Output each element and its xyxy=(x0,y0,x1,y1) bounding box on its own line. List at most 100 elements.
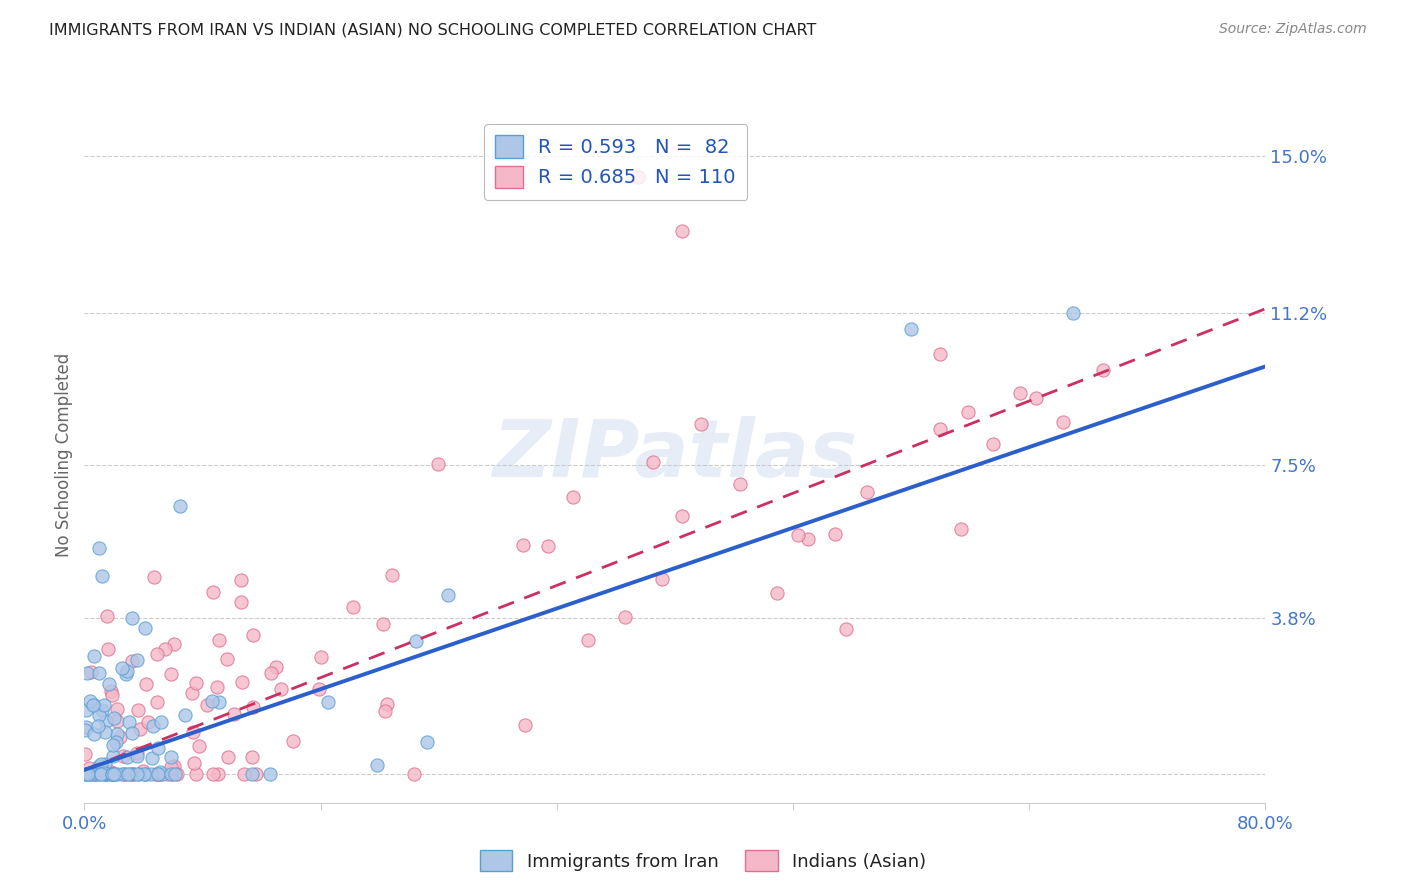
Point xyxy=(145,767,167,781)
Point xyxy=(229,595,252,609)
Point xyxy=(132,764,155,778)
Point xyxy=(135,677,157,691)
Point xyxy=(103,767,125,781)
Point xyxy=(94,767,117,781)
Point xyxy=(202,585,225,599)
Point xyxy=(83,648,105,663)
Text: Source: ZipAtlas.com: Source: ZipAtlas.com xyxy=(1219,22,1367,37)
Point xyxy=(134,767,156,781)
Point xyxy=(728,477,751,491)
Point xyxy=(260,666,283,681)
Point xyxy=(101,688,124,702)
Point xyxy=(127,749,149,764)
Point xyxy=(121,610,143,624)
Point xyxy=(111,749,134,764)
Point xyxy=(136,714,159,729)
Point xyxy=(103,711,125,725)
Point xyxy=(1025,391,1047,405)
Point xyxy=(93,766,115,780)
Point xyxy=(233,767,256,781)
Point xyxy=(93,698,115,712)
Point xyxy=(148,741,170,756)
Point xyxy=(79,767,101,781)
Point xyxy=(87,707,110,722)
Point xyxy=(576,632,599,647)
Point xyxy=(77,760,100,774)
Point xyxy=(141,751,163,765)
Point xyxy=(100,765,122,780)
Point xyxy=(146,767,169,781)
Point xyxy=(129,722,152,736)
Point xyxy=(146,647,169,661)
Point xyxy=(188,739,211,753)
Point xyxy=(195,698,218,712)
Point xyxy=(929,347,952,361)
Point xyxy=(100,684,122,698)
Point xyxy=(318,695,340,709)
Point xyxy=(150,715,173,730)
Point xyxy=(94,757,117,772)
Point xyxy=(77,767,100,781)
Point xyxy=(405,634,427,648)
Point xyxy=(222,706,245,721)
Point xyxy=(231,674,253,689)
Point xyxy=(73,747,96,761)
Point xyxy=(949,522,972,536)
Point xyxy=(111,661,134,675)
Text: IMMIGRANTS FROM IRAN VS INDIAN (ASIAN) NO SCHOOLING COMPLETED CORRELATION CHART: IMMIGRANTS FROM IRAN VS INDIAN (ASIAN) N… xyxy=(49,22,817,37)
Point xyxy=(402,767,425,781)
Point xyxy=(366,757,388,772)
Point xyxy=(627,169,650,184)
Point xyxy=(127,703,149,717)
Point xyxy=(148,767,170,781)
Point xyxy=(105,702,128,716)
Point xyxy=(111,767,134,781)
Point xyxy=(115,664,138,678)
Point xyxy=(83,727,105,741)
Point xyxy=(155,641,177,656)
Point xyxy=(156,767,179,781)
Point xyxy=(101,767,124,781)
Point xyxy=(283,734,305,748)
Point xyxy=(270,681,292,696)
Point xyxy=(690,417,713,431)
Legend: R = 0.593   N =  82, R = 0.685   N = 110: R = 0.593 N = 82, R = 0.685 N = 110 xyxy=(484,124,748,200)
Point xyxy=(160,767,183,781)
Point xyxy=(105,714,128,728)
Point xyxy=(900,322,922,336)
Point xyxy=(308,681,330,696)
Point xyxy=(94,767,117,781)
Point xyxy=(240,767,263,781)
Point xyxy=(142,570,165,584)
Point xyxy=(105,727,128,741)
Point xyxy=(110,730,132,744)
Point xyxy=(641,455,664,469)
Point xyxy=(184,675,207,690)
Point xyxy=(101,767,124,781)
Point xyxy=(122,767,145,781)
Point xyxy=(181,686,204,700)
Point xyxy=(150,767,173,781)
Point xyxy=(165,767,187,781)
Point xyxy=(163,759,186,773)
Point xyxy=(75,767,97,781)
Point xyxy=(169,500,191,514)
Point xyxy=(135,767,157,781)
Y-axis label: No Schooling Completed: No Schooling Completed xyxy=(55,353,73,557)
Point xyxy=(796,532,818,546)
Point xyxy=(245,767,267,781)
Point xyxy=(94,714,117,729)
Point xyxy=(217,749,239,764)
Point xyxy=(375,697,398,711)
Point xyxy=(981,436,1004,450)
Point xyxy=(671,223,693,237)
Point xyxy=(264,659,287,673)
Point xyxy=(118,767,141,781)
Point xyxy=(150,767,173,781)
Point xyxy=(231,573,253,587)
Point xyxy=(105,735,128,749)
Point xyxy=(1010,386,1032,401)
Point xyxy=(73,767,96,781)
Point xyxy=(75,723,97,737)
Point xyxy=(309,649,332,664)
